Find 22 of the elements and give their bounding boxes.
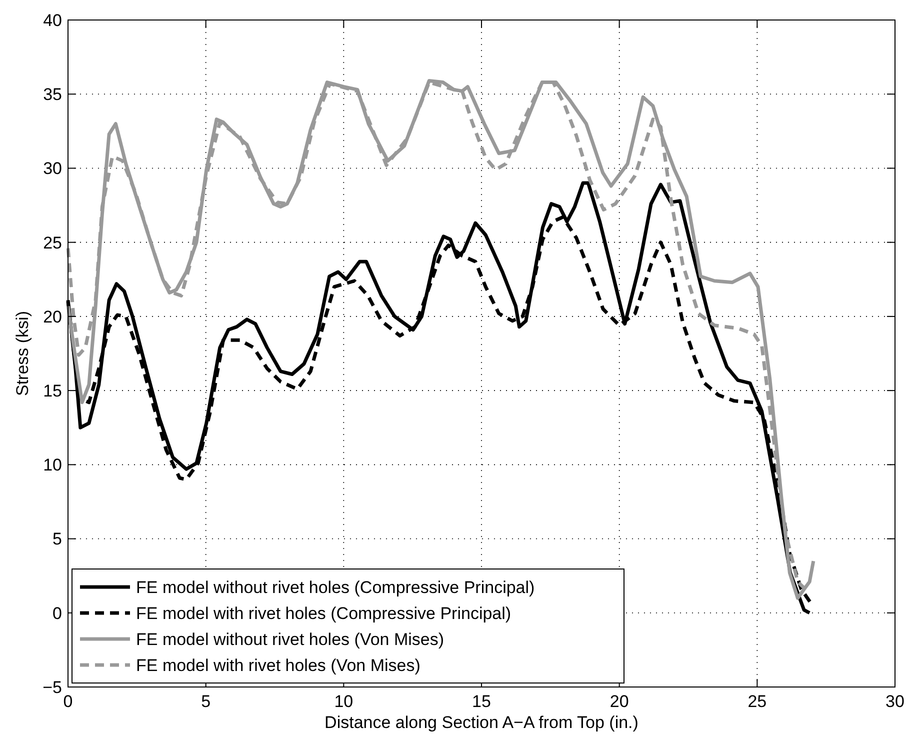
legend-label: FE model without rivet holes (Compressive Principal) <box>136 578 535 597</box>
x-axis-title: Distance along Section A−A from Top (in.) <box>324 713 638 732</box>
y-tick-label: 5 <box>52 530 62 549</box>
y-tick-label: 30 <box>43 159 62 178</box>
y-tick-label: 35 <box>43 85 62 104</box>
x-tick-label: 15 <box>472 692 491 711</box>
y-tick-label: 40 <box>43 10 62 30</box>
x-tick-label: 25 <box>748 692 767 711</box>
x-tick-label: 20 <box>610 692 629 711</box>
x-tick-label: 30 <box>886 692 904 711</box>
x-tick-label: 10 <box>334 692 354 711</box>
y-tick-label: 0 <box>52 604 62 623</box>
legend-label: FE model with rivet holes (Von Mises) <box>136 656 420 675</box>
y-tick-label: 15 <box>43 382 62 401</box>
legend-label: FE model with rivet holes (Compressive Principal) <box>136 604 512 623</box>
y-axis-title: Stress (ksi) <box>13 311 32 396</box>
y-tick-label: 25 <box>43 233 62 252</box>
y-tick-label: −5 <box>42 678 62 697</box>
legend-label: FE model without rivet holes (Von Mises) <box>136 630 444 649</box>
x-tick-label: 5 <box>201 692 211 711</box>
y-tick-label: 20 <box>43 307 62 326</box>
y-tick-label: 10 <box>43 456 62 475</box>
